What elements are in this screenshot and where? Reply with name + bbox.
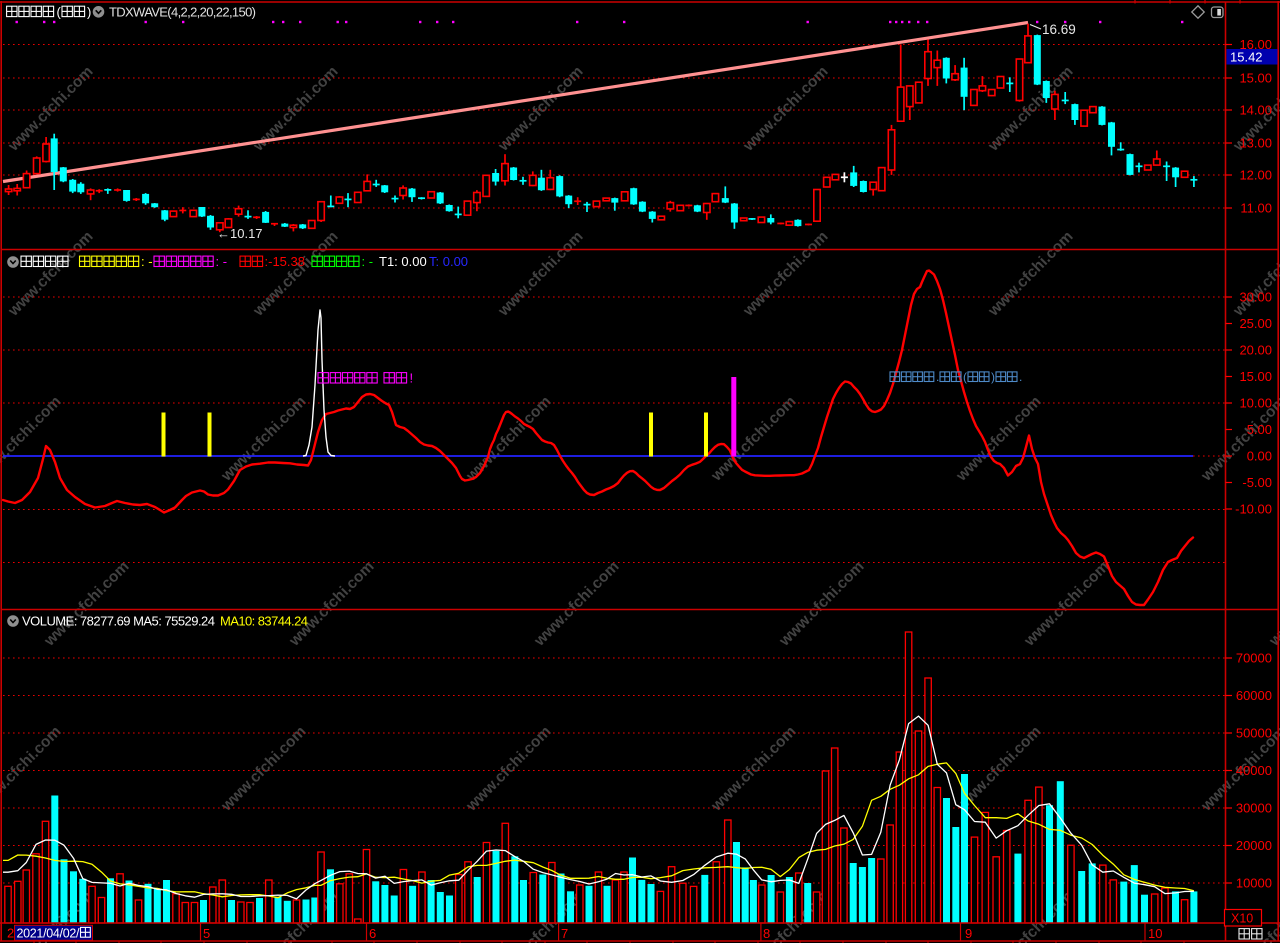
- svg-text:←10.17: ←10.17: [217, 226, 263, 241]
- svg-text:14.00: 14.00: [1239, 103, 1272, 118]
- svg-text:(: (: [57, 5, 62, 20]
- svg-text:25.00: 25.00: [1239, 316, 1272, 331]
- svg-text:(: (: [963, 370, 967, 384]
- svg-text:10000: 10000: [1236, 876, 1272, 891]
- svg-text:15.00: 15.00: [1239, 369, 1272, 384]
- svg-text:: -: : -: [362, 254, 374, 269]
- svg-text:MA10: 83744.24: MA10: 83744.24: [220, 614, 308, 629]
- svg-text:10: 10: [1148, 926, 1162, 941]
- svg-text:13.00: 13.00: [1239, 136, 1272, 151]
- svg-text:7: 7: [561, 926, 568, 941]
- svg-text:16.00: 16.00: [1239, 37, 1272, 52]
- svg-text:70000: 70000: [1236, 651, 1272, 666]
- svg-text:12.00: 12.00: [1239, 168, 1272, 183]
- svg-text:6: 6: [369, 926, 376, 941]
- svg-text:30000: 30000: [1236, 801, 1272, 816]
- svg-text:20.00: 20.00: [1239, 343, 1272, 358]
- svg-text:40000: 40000: [1236, 763, 1272, 778]
- svg-text:8: 8: [763, 926, 770, 941]
- svg-text:-10.00: -10.00: [1235, 502, 1272, 517]
- svg-text:: -: : -: [141, 254, 153, 269]
- svg-text:TDXWAVE(4,2,2,20,22,150): TDXWAVE(4,2,2,20,22,150): [109, 5, 256, 20]
- svg-text:50000: 50000: [1236, 726, 1272, 741]
- svg-text:5: 5: [203, 926, 210, 941]
- svg-text:9: 9: [965, 926, 972, 941]
- svg-text:20000: 20000: [1236, 838, 1272, 853]
- svg-text:T1: 0.00: T1: 0.00: [379, 254, 427, 269]
- svg-text:15.42: 15.42: [1230, 50, 1263, 65]
- svg-text:!: !: [410, 371, 414, 386]
- svg-text:-5.00: -5.00: [1242, 475, 1272, 490]
- svg-text:T: 0.00: T: 0.00: [429, 254, 468, 269]
- svg-text:2021/04/02/: 2021/04/02/: [17, 927, 81, 941]
- svg-text:X10: X10: [1231, 912, 1253, 926]
- svg-text:60000: 60000: [1236, 688, 1272, 703]
- svg-text:): ): [87, 5, 91, 20]
- svg-text:11.00: 11.00: [1240, 201, 1272, 216]
- svg-text:16.69: 16.69: [1042, 22, 1076, 37]
- svg-text:30.00: 30.00: [1239, 290, 1272, 305]
- svg-text:.: .: [1019, 370, 1022, 384]
- svg-text:15.00: 15.00: [1239, 71, 1272, 86]
- svg-text:VOLUME: 78277.69 MA5: 75529.24: VOLUME: 78277.69 MA5: 75529.24: [22, 614, 215, 629]
- svg-text:.: .: [936, 370, 939, 384]
- svg-text:: -: : -: [216, 254, 228, 269]
- svg-text:10.00: 10.00: [1239, 396, 1272, 411]
- svg-text:5.00: 5.00: [1247, 422, 1272, 437]
- svg-text::-15.38: :-15.38: [265, 254, 305, 269]
- svg-text:2: 2: [7, 926, 14, 941]
- svg-text:0.00: 0.00: [1247, 449, 1272, 464]
- svg-text:): ): [991, 370, 995, 384]
